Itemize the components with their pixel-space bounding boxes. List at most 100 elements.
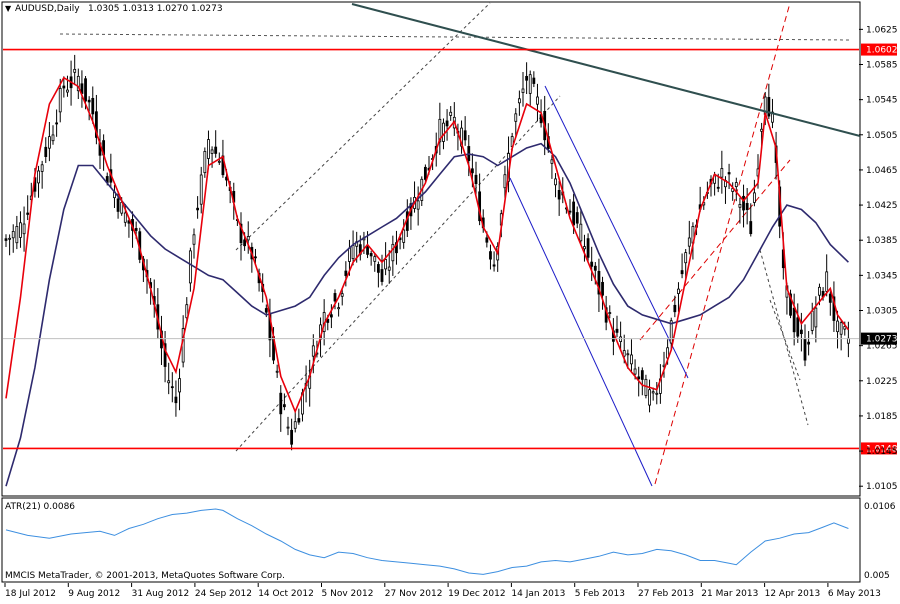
candle-body [579,223,583,242]
candle-body [297,418,301,423]
y-tick-label: 1.0545 [866,96,898,106]
candle-body [792,307,796,333]
blue-channel-upper [544,85,689,379]
candle-body [814,307,818,328]
lines-layer [5,3,861,487]
candle-body [239,223,243,244]
candle-body [279,392,283,415]
candle-body [185,304,189,319]
candle-body [738,204,742,208]
candle-body [199,174,203,205]
level-price-label: 1.0148 [866,444,898,454]
candle-body [720,168,724,178]
candle-body [525,75,529,81]
candle-body [337,307,341,310]
atr-scale-min: 0.005 [864,571,890,581]
candle-body [514,113,518,122]
x-tick-label: 19 Dec 2012 [448,589,506,599]
x-tick-label: 14 Oct 2012 [258,589,314,599]
x-tick-label: 18 Jul 2012 [5,589,56,599]
candle-body [15,226,19,244]
candle-body [633,368,637,375]
x-tick-label: 5 Nov 2012 [322,589,374,599]
candle-body [597,270,601,295]
candle-body [73,68,77,73]
candle-body [264,308,268,313]
x-tick-label: 21 Mar 2013 [701,589,758,599]
candle-body [369,253,373,257]
y-tick-label: 1.0625 [866,25,898,35]
candle-body [116,198,120,212]
fan-dashed-1 [759,249,809,426]
candle-body [55,122,59,125]
candle-body [66,89,69,93]
candle-body [630,354,633,365]
candle-body [651,391,655,394]
candle-body [391,243,395,262]
atr-line [5,508,849,575]
candle-body [716,186,720,189]
candle-body [4,238,8,241]
guides-layer [59,2,851,487]
candle-body [810,310,814,331]
atr-label: ATR(21) 0.0086 [5,502,75,512]
y-tick-label: 1.0345 [866,271,898,281]
candle-body [19,222,22,238]
candle-body [839,322,843,335]
chart-symbol-icon[interactable]: ▼ [5,4,12,13]
candle-body [583,246,586,250]
candle-body [326,319,330,323]
candle-body [749,221,753,235]
candle-body [550,159,554,164]
candle-body [376,264,380,273]
x-tick-label: 5 Feb 2013 [575,589,625,599]
x-tick-label: 14 Jan 2013 [511,589,565,599]
candle-body [532,77,536,84]
candle-body [167,380,171,384]
copyright-text: MMCIS MetaTrader, © 2001-2013, MetaQuote… [5,571,285,581]
candle-body [767,97,771,117]
y-tick-label: 1.0265 [866,342,898,352]
candle-body [438,118,442,143]
candle-body [460,127,463,147]
candle-body [734,182,738,188]
candle-body [123,212,127,223]
candle-body [727,172,731,175]
current-price-label: 1.0273 [866,335,898,345]
candle-body [745,203,749,211]
candle-body [536,96,539,105]
candle-body [669,320,673,344]
candle-body [26,212,30,215]
y-tick-label: 1.0225 [866,377,898,387]
candle-body [521,88,525,93]
candle-body [340,293,344,297]
candle-body [517,98,521,104]
candle-body [554,178,557,186]
candle-body [752,192,756,203]
candle-body [416,200,420,210]
candle-body [293,421,297,429]
candle-body [593,265,597,271]
candle-body [445,120,449,127]
candle-body [178,378,181,393]
candle-body [489,251,492,260]
candle-body [648,389,651,406]
candle-body [818,286,821,296]
candle-body [207,139,210,159]
level-price-label: 1.0602 [866,46,898,56]
level-price-tag [861,43,897,56]
candle-body [640,370,644,380]
candle-body [290,429,294,445]
current-price-tag [861,332,897,345]
candle-body [91,97,95,115]
candle-body [351,245,355,260]
candle-body [449,111,453,116]
x-tick-label: 27 Nov 2012 [385,589,443,599]
channel-lower-dashed [235,95,561,452]
candle-body [637,376,641,380]
candle-body [622,350,626,357]
candle-body [37,170,40,184]
candle-body [586,238,590,258]
